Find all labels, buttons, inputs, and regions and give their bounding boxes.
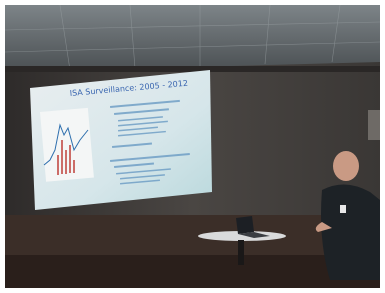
slide-chart [40, 108, 94, 182]
ceiling-edge [5, 66, 380, 72]
wall-fixture [368, 110, 380, 140]
laptop [236, 216, 254, 234]
floor [5, 255, 380, 288]
projected-slide: ISA Surveillance: 2005 - 2012 [30, 70, 212, 210]
page: {"slide": {"title": "ISA Surveillance: 2… [0, 0, 385, 293]
photo: ISA Surveillance: 2005 - 2012 [0, 0, 385, 293]
